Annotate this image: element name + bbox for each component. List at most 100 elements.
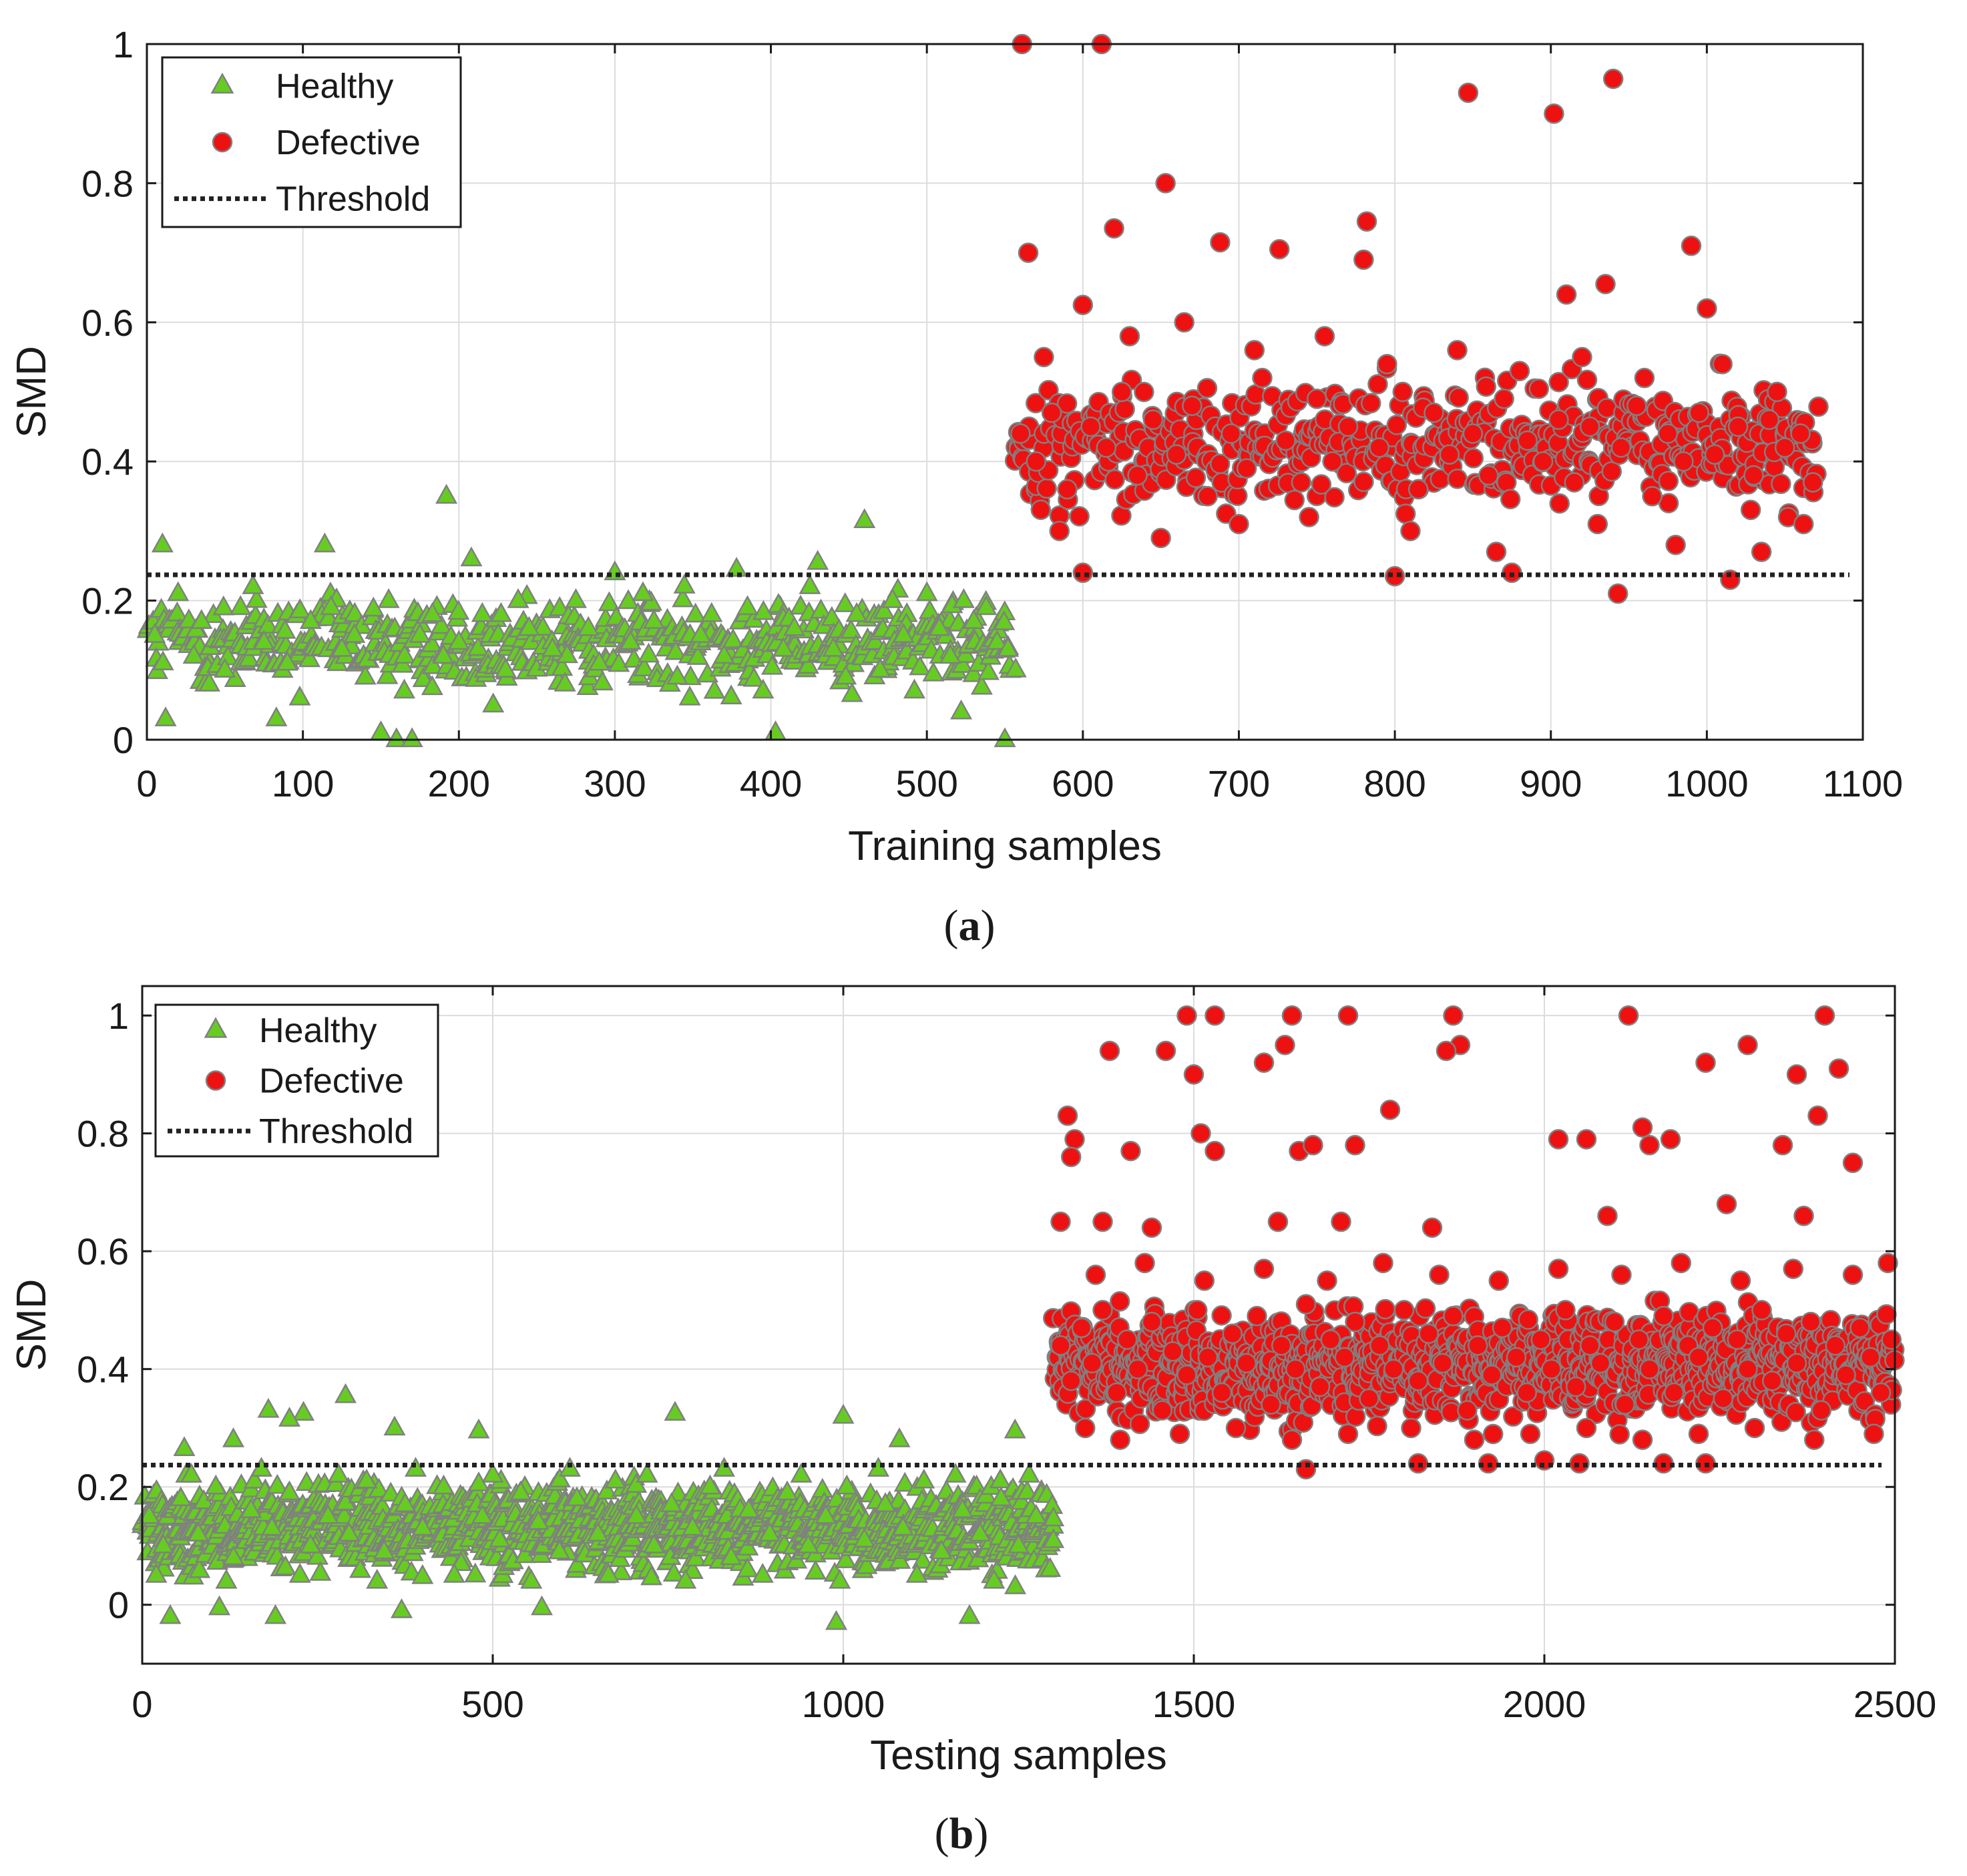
healthy-point bbox=[752, 600, 775, 620]
defective-point bbox=[1176, 1005, 1197, 1026]
healthy-point bbox=[556, 643, 578, 664]
defective-point bbox=[1061, 1371, 1082, 1391]
healthy-point bbox=[531, 616, 554, 636]
defective-point bbox=[1548, 1129, 1569, 1150]
healthy-point bbox=[245, 588, 268, 608]
defective-point bbox=[1261, 1394, 1281, 1415]
legend-label-defective: Defective bbox=[276, 124, 421, 162]
healthy-point bbox=[632, 581, 654, 602]
defective-point bbox=[1737, 1359, 1758, 1379]
defective-point bbox=[1196, 378, 1218, 399]
defective-point bbox=[1162, 1341, 1183, 1362]
defective-point bbox=[1061, 1146, 1082, 1168]
defective-point bbox=[1092, 1211, 1113, 1232]
defective-point bbox=[1375, 1299, 1395, 1320]
defective-point bbox=[1104, 218, 1124, 239]
x-tick-label: 1000 bbox=[1665, 762, 1749, 804]
x-tick-label: 800 bbox=[1363, 762, 1426, 804]
legend: Healthy Defective Threshold bbox=[154, 1003, 439, 1158]
healthy-point bbox=[915, 581, 938, 602]
defective-point bbox=[1211, 1382, 1233, 1403]
defective-point bbox=[1602, 68, 1624, 89]
defective-point bbox=[1309, 1376, 1331, 1397]
y-tick-label: 1 bbox=[108, 995, 129, 1037]
defective-point bbox=[1236, 458, 1257, 479]
defective-point bbox=[1311, 474, 1332, 495]
legend-label-healthy: Healthy bbox=[276, 67, 393, 105]
defective-point bbox=[1566, 1376, 1586, 1397]
defective-point bbox=[1337, 416, 1359, 437]
healthy-point bbox=[939, 644, 961, 664]
defective-point bbox=[1609, 1424, 1630, 1445]
x-tick-label: 100 bbox=[272, 762, 334, 804]
defective-point bbox=[1556, 284, 1577, 305]
defective-point bbox=[1393, 1300, 1415, 1321]
defective-point bbox=[1509, 361, 1530, 381]
defective-point bbox=[1611, 1264, 1632, 1285]
defective-point bbox=[1576, 369, 1598, 391]
defective-point bbox=[1488, 1270, 1509, 1291]
healthy-point bbox=[212, 595, 235, 616]
defective-point bbox=[1727, 1329, 1747, 1350]
defective-point bbox=[1236, 1353, 1257, 1374]
defective-point bbox=[1369, 1335, 1390, 1356]
defective-point bbox=[1036, 478, 1057, 499]
y-tick-label: 0.6 bbox=[77, 1230, 129, 1272]
healthy-point bbox=[839, 618, 862, 639]
healthy-point bbox=[331, 636, 353, 657]
defective-point bbox=[1010, 423, 1031, 444]
defective-point bbox=[1267, 1211, 1289, 1232]
defective-point bbox=[1314, 326, 1335, 346]
healthy-point bbox=[152, 650, 174, 671]
x-tick-label: 500 bbox=[461, 1683, 523, 1725]
defective-point bbox=[1730, 1270, 1751, 1291]
x-tick-label: 200 bbox=[428, 762, 490, 804]
x-tick-label: 1000 bbox=[802, 1683, 885, 1725]
healthy-point bbox=[799, 574, 821, 594]
defective-point bbox=[1579, 416, 1600, 437]
healthy-point bbox=[447, 600, 470, 620]
defective-point bbox=[1494, 389, 1514, 409]
healthy-point bbox=[703, 678, 726, 699]
defective-point bbox=[1671, 1252, 1691, 1274]
defective-point bbox=[1275, 430, 1296, 451]
healthy-point bbox=[554, 672, 576, 692]
defective-point bbox=[1253, 1052, 1275, 1073]
healthy-point bbox=[588, 650, 611, 671]
defective-point bbox=[1353, 471, 1374, 493]
defective-point bbox=[1303, 1135, 1323, 1156]
series-healthy bbox=[136, 483, 1027, 748]
defective-point bbox=[1152, 1400, 1172, 1421]
defective-point bbox=[1516, 1382, 1537, 1403]
defective-point bbox=[1610, 437, 1632, 458]
x-axis-label: Training samples bbox=[848, 823, 1162, 869]
defective-point bbox=[1034, 346, 1054, 368]
healthy-point bbox=[517, 616, 540, 636]
healthy-point bbox=[151, 532, 174, 553]
defective-point bbox=[1185, 467, 1207, 488]
defective-point bbox=[1825, 1335, 1845, 1356]
healthy-point bbox=[642, 609, 665, 630]
healthy-point bbox=[564, 588, 588, 608]
defective-point bbox=[1876, 1304, 1897, 1325]
defective-point bbox=[1041, 403, 1062, 423]
defective-point bbox=[1432, 1353, 1453, 1374]
y-tick-label: 0.2 bbox=[77, 1466, 129, 1508]
defective-point bbox=[1211, 1305, 1232, 1326]
healthy-point bbox=[166, 601, 188, 622]
defective-point bbox=[1269, 239, 1290, 260]
defective-point bbox=[1082, 1353, 1102, 1374]
healthy-point bbox=[903, 678, 926, 699]
defective-point bbox=[1120, 1140, 1141, 1162]
defective-point bbox=[1334, 1347, 1355, 1368]
defective-point bbox=[1597, 1205, 1618, 1226]
defective-point bbox=[1807, 1105, 1828, 1126]
defective-point bbox=[1793, 513, 1814, 535]
healthy-point bbox=[725, 557, 748, 577]
defective-point bbox=[1099, 1040, 1120, 1062]
defective-point bbox=[1183, 1064, 1205, 1085]
data-points bbox=[136, 33, 1829, 748]
defective-point bbox=[1092, 1300, 1113, 1321]
defective-point bbox=[1632, 1117, 1653, 1138]
